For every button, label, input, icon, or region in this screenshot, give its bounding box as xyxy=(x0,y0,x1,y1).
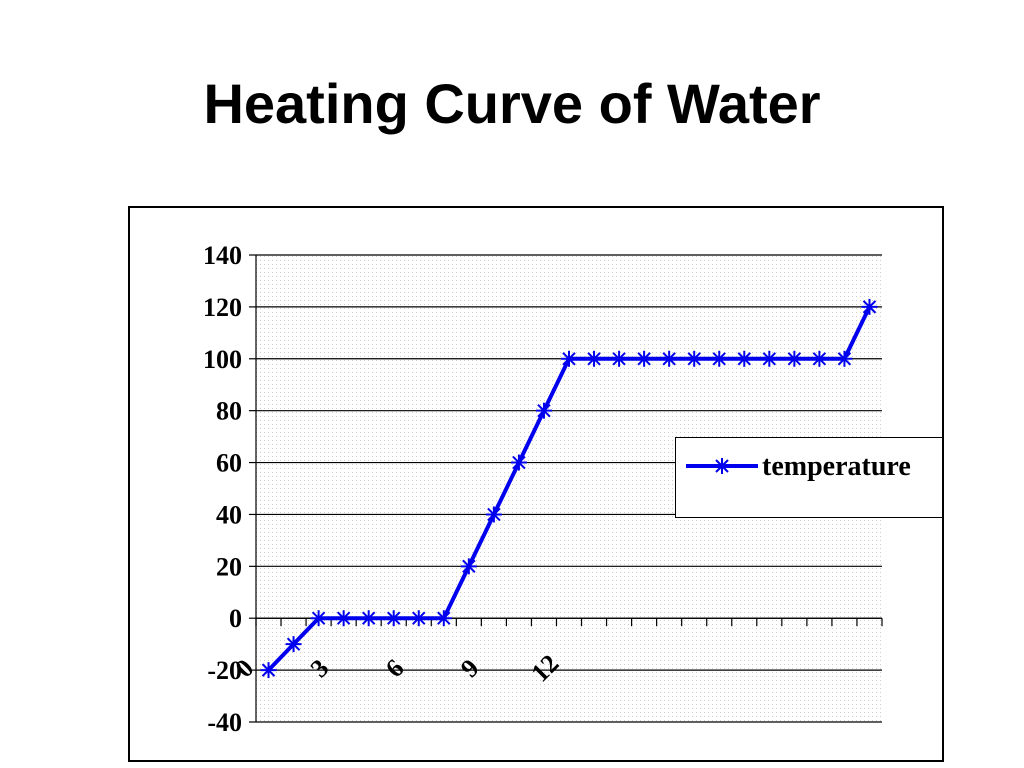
data-point xyxy=(761,350,778,367)
data-point xyxy=(736,350,753,367)
data-point xyxy=(636,350,653,367)
slide-title: Heating Curve of Water xyxy=(203,72,821,135)
data-point xyxy=(385,610,402,627)
data-point xyxy=(811,350,828,367)
legend-marker xyxy=(686,458,758,474)
y-tick-label: 0 xyxy=(229,604,242,633)
y-tick-label: -20 xyxy=(207,656,242,685)
data-point xyxy=(711,350,728,367)
data-point xyxy=(310,610,327,627)
data-point xyxy=(661,350,678,367)
y-tick-label: 140 xyxy=(203,241,242,270)
data-point xyxy=(460,558,477,575)
data-point xyxy=(360,610,377,627)
legend: temperature xyxy=(675,437,943,518)
y-tick-label: -40 xyxy=(207,708,242,737)
legend-label: temperature xyxy=(762,451,911,482)
data-point xyxy=(485,506,502,523)
data-point xyxy=(285,636,302,653)
y-tick-label: 80 xyxy=(216,397,242,426)
y-tick-label: 40 xyxy=(216,500,242,529)
data-point xyxy=(410,610,427,627)
data-point xyxy=(611,350,628,367)
data-point xyxy=(586,350,603,367)
y-tick-label: 120 xyxy=(203,293,242,322)
data-point xyxy=(561,350,577,367)
data-point xyxy=(786,350,803,367)
data-point xyxy=(686,350,703,367)
data-point xyxy=(861,298,878,315)
data-point xyxy=(335,610,352,627)
y-tick-label: 60 xyxy=(216,449,242,478)
data-point xyxy=(435,610,452,627)
data-point xyxy=(535,402,552,419)
data-point xyxy=(510,454,527,471)
y-tick-label: 20 xyxy=(216,552,242,581)
data-point xyxy=(836,350,853,367)
data-point xyxy=(260,662,277,679)
y-tick-label: 100 xyxy=(203,345,242,374)
